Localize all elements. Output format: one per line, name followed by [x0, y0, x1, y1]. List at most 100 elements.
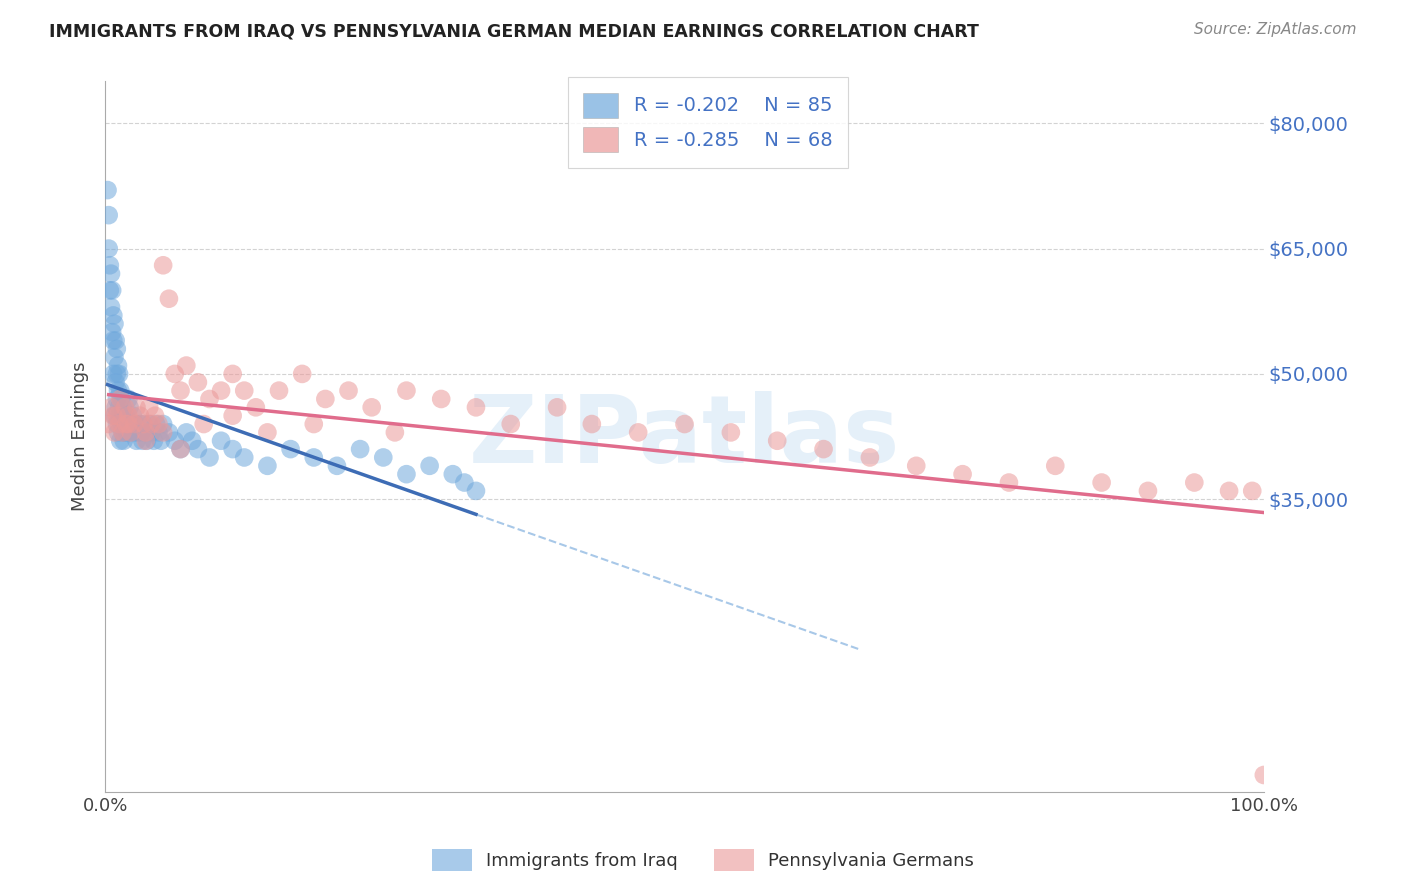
Point [169, 442, 191, 456]
Point [132, 417, 155, 431]
Point [280, 442, 302, 456]
Point [395, 467, 418, 482]
Text: ZIPatlas: ZIPatlas [468, 391, 900, 483]
Point [233, 384, 256, 398]
Point [905, 458, 928, 473]
Point [96, 183, 118, 197]
Point [112, 409, 135, 423]
Point [152, 258, 174, 272]
Point [138, 417, 160, 431]
Point [138, 401, 160, 415]
Point [1253, 768, 1275, 782]
Point [169, 384, 191, 398]
Point [453, 475, 475, 490]
Text: Source: ZipAtlas.com: Source: ZipAtlas.com [1194, 22, 1357, 37]
Point [105, 367, 128, 381]
Point [110, 417, 132, 431]
Point [103, 350, 125, 364]
Point [122, 409, 145, 423]
Point [103, 409, 125, 423]
Point [101, 325, 124, 339]
Point [114, 425, 136, 440]
Point [163, 434, 186, 448]
Point [187, 376, 209, 390]
Point [395, 384, 418, 398]
Point [111, 425, 134, 440]
Point [419, 458, 441, 473]
Point [546, 401, 568, 415]
Point [135, 434, 157, 448]
Point [98, 284, 121, 298]
Point [1182, 475, 1205, 490]
Point [859, 450, 882, 465]
Point [373, 450, 395, 465]
Point [125, 401, 148, 415]
Point [103, 425, 125, 440]
Point [221, 367, 243, 381]
Point [97, 417, 120, 431]
Point [100, 401, 122, 415]
Point [120, 425, 142, 440]
Point [1136, 483, 1159, 498]
Point [127, 425, 149, 440]
Point [314, 392, 336, 406]
Point [108, 409, 131, 423]
Point [110, 384, 132, 398]
Point [157, 292, 180, 306]
Point [105, 417, 128, 431]
Point [110, 392, 132, 406]
Point [129, 425, 152, 440]
Legend: R = -0.202    N = 85, R = -0.285    N = 68: R = -0.202 N = 85, R = -0.285 N = 68 [568, 77, 848, 168]
Point [720, 425, 742, 440]
Point [245, 401, 267, 415]
Point [221, 409, 243, 423]
Point [1091, 475, 1114, 490]
Point [233, 450, 256, 465]
Point [117, 417, 139, 431]
Point [952, 467, 974, 482]
Point [187, 442, 209, 456]
Point [198, 392, 221, 406]
Point [100, 300, 122, 314]
Point [125, 434, 148, 448]
Point [176, 425, 198, 440]
Point [115, 425, 138, 440]
Point [384, 425, 406, 440]
Point [198, 450, 221, 465]
Point [103, 309, 125, 323]
Point [135, 434, 157, 448]
Point [291, 367, 314, 381]
Point [143, 409, 166, 423]
Point [98, 258, 121, 272]
Point [337, 384, 360, 398]
Point [115, 417, 138, 431]
Point [145, 417, 167, 431]
Point [152, 425, 174, 440]
Point [813, 442, 835, 456]
Point [302, 450, 325, 465]
Point [108, 417, 131, 431]
Text: IMMIGRANTS FROM IRAQ VS PENNSYLVANIA GERMAN MEDIAN EARNINGS CORRELATION CHART: IMMIGRANTS FROM IRAQ VS PENNSYLVANIA GER… [49, 22, 979, 40]
Point [163, 367, 186, 381]
Point [117, 417, 139, 431]
Point [193, 417, 215, 431]
Point [103, 317, 125, 331]
Point [110, 392, 132, 406]
Point [152, 417, 174, 431]
Point [100, 267, 122, 281]
Point [581, 417, 603, 431]
Point [111, 401, 134, 415]
Point [209, 384, 232, 398]
Point [326, 458, 349, 473]
Point [135, 425, 157, 440]
Point [105, 342, 128, 356]
Point [430, 392, 453, 406]
Point [131, 434, 153, 448]
Point [627, 425, 650, 440]
Point [148, 425, 170, 440]
Point [104, 401, 127, 415]
Point [157, 425, 180, 440]
Point [101, 284, 124, 298]
Point [121, 417, 143, 431]
Point [142, 434, 165, 448]
